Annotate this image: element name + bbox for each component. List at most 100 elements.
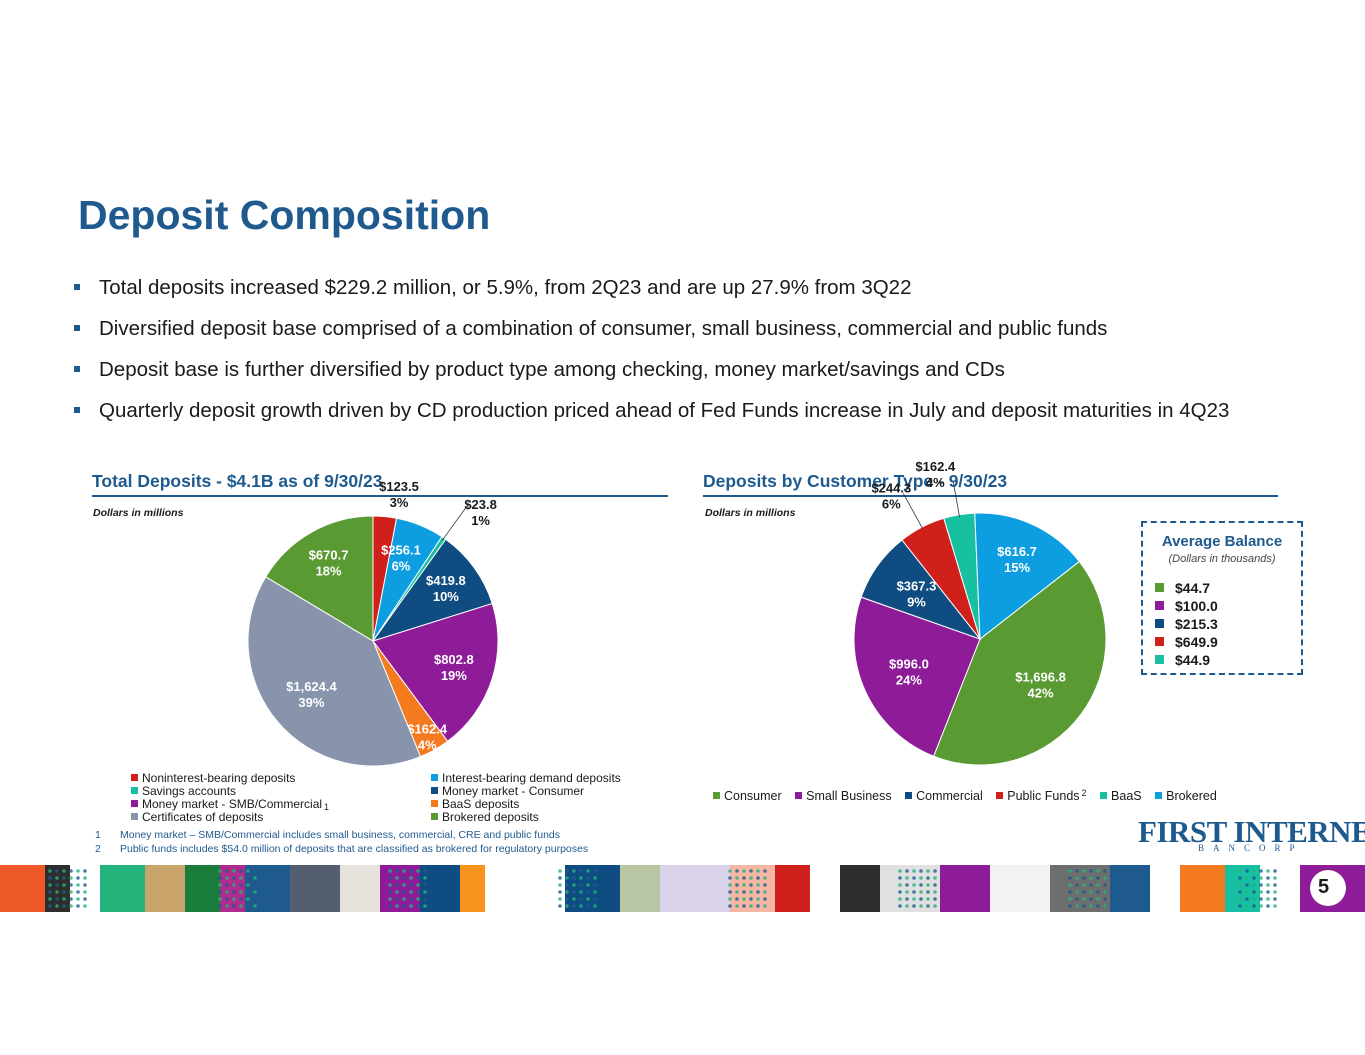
banner-dot — [402, 876, 406, 880]
logo-subtitle: BANCORP — [1198, 843, 1304, 853]
banner-dot — [586, 869, 590, 873]
summary-bullets: Total deposits increased $229.2 million,… — [72, 276, 1292, 440]
banner-dot — [905, 890, 909, 894]
total-deposits-pie: $123.53% $256.16% $23.81% $419.810% $802.819… — [247, 479, 499, 767]
banner-dot — [416, 869, 420, 873]
banner-dot — [1245, 876, 1249, 880]
banner-dot — [565, 897, 569, 901]
banner-dot — [218, 876, 222, 880]
banner-dot — [218, 904, 222, 908]
banner-dot — [232, 883, 236, 887]
banner-dot — [763, 876, 767, 880]
banner-dot — [728, 897, 732, 901]
banner-block — [1050, 865, 1110, 912]
banner-dot — [919, 883, 923, 887]
banner-dot — [898, 904, 902, 908]
banner-dot — [416, 904, 420, 908]
legend-item-baas: BaaS deposits — [431, 798, 519, 811]
average-balance-row: $215.3 — [1155, 616, 1218, 632]
banner-dot — [225, 883, 229, 887]
banner-dot — [1082, 883, 1086, 887]
bullet-marker — [74, 366, 80, 372]
banner-dot — [1096, 890, 1100, 894]
legend-swatch — [131, 774, 138, 781]
bullet-item: Quarterly deposit growth driven by CD pr… — [72, 399, 1292, 423]
pie-percent-label: 3% — [390, 495, 409, 510]
banner-dot — [416, 897, 420, 901]
banner-dot — [402, 869, 406, 873]
banner-dot — [218, 883, 222, 887]
pie-value-label: $162.4 — [407, 722, 448, 737]
banner-dot — [728, 904, 732, 908]
banner-dot — [898, 883, 902, 887]
banner-dot — [919, 897, 923, 901]
banner-dot — [1252, 869, 1256, 873]
average-balance-value: $215.3 — [1175, 616, 1218, 632]
banner-block — [290, 865, 340, 912]
banner-block — [1260, 865, 1300, 912]
banner-dot — [232, 904, 236, 908]
banner-dot — [593, 869, 597, 873]
banner-dot — [593, 883, 597, 887]
footnote-text: Money market – SMB/Commercial includes s… — [120, 829, 560, 841]
banner-dot — [1082, 904, 1086, 908]
banner-block — [145, 865, 185, 912]
banner-dot — [388, 876, 392, 880]
banner-block — [620, 865, 660, 912]
banner-block — [880, 865, 940, 912]
legend-item-interest-bearing: Interest-bearing demand deposits — [431, 772, 621, 785]
banner-block — [775, 865, 810, 912]
pie-value-label: $1,696.8 — [1015, 669, 1066, 684]
banner-dot — [742, 876, 746, 880]
banner-dot — [912, 904, 916, 908]
banner-block — [810, 865, 840, 912]
banner-dot — [1089, 904, 1093, 908]
banner-dot — [579, 904, 583, 908]
banner-dot — [579, 897, 583, 901]
banner-dot — [919, 876, 923, 880]
banner-dot — [756, 897, 760, 901]
bullet-marker — [74, 325, 80, 331]
banner-block — [460, 865, 485, 912]
banner-dot — [898, 876, 902, 880]
average-balance-subtitle: (Dollars in thousands) — [1168, 553, 1276, 565]
banner-block — [220, 865, 245, 912]
legend-swatch — [431, 787, 438, 794]
banner-dot — [912, 876, 916, 880]
banner-dot — [409, 869, 413, 873]
banner-dot — [423, 876, 427, 880]
banner-dot — [919, 869, 923, 873]
total-deposits-chart-title: Total Deposits - $4.1B as of 9/30/23 — [92, 471, 383, 491]
banner-dot — [898, 897, 902, 901]
banner-block — [100, 865, 145, 912]
banner-dot — [409, 876, 413, 880]
banner-block — [45, 865, 70, 912]
banner-dot — [1075, 897, 1079, 901]
banner-dot — [402, 904, 406, 908]
banner-dot — [225, 869, 229, 873]
banner-dot — [239, 883, 243, 887]
pie-value-label: $670.7 — [309, 548, 349, 563]
banner-dot — [565, 890, 569, 894]
banner-dot — [756, 890, 760, 894]
banner-dot — [933, 876, 937, 880]
banner-dot — [756, 869, 760, 873]
banner-dot — [728, 869, 732, 873]
banner-dot — [1068, 890, 1072, 894]
banner-dot — [933, 904, 937, 908]
legend-swatch — [431, 800, 438, 807]
banner-dot — [749, 904, 753, 908]
banner-dot — [735, 883, 739, 887]
banner-dot — [1103, 897, 1107, 901]
banner-dot — [388, 883, 392, 887]
legend-item-brokered: Brokered — [1155, 789, 1217, 803]
banner-dot — [423, 897, 427, 901]
banner-dot — [48, 869, 52, 873]
banner-dot — [409, 897, 413, 901]
banner-dot — [225, 890, 229, 894]
pie-percent-label: 1% — [471, 513, 490, 528]
banner-dot — [423, 890, 427, 894]
banner-block — [185, 865, 220, 912]
banner-dot — [1238, 890, 1242, 894]
banner-dot — [1273, 904, 1277, 908]
